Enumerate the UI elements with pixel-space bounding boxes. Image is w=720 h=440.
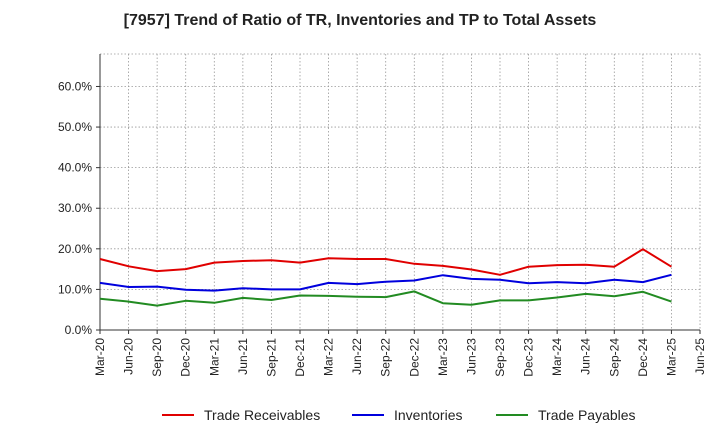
- x-tick-label: Jun-24: [579, 338, 593, 375]
- legend-label-trade-payables: Trade Payables: [538, 407, 636, 423]
- y-tick-label: 10.0%: [58, 282, 92, 296]
- x-tick-label: Dec-23: [522, 338, 536, 377]
- legend-label-inventories: Inventories: [394, 407, 462, 423]
- plot-area: [100, 54, 700, 330]
- series-line-trade-receivables: [99, 248, 672, 276]
- x-tick-label: Mar-23: [436, 338, 450, 376]
- x-tick-label: Dec-20: [179, 338, 193, 377]
- x-tick-label: Jun-20: [122, 338, 136, 375]
- x-tick-label: Dec-22: [407, 338, 421, 377]
- y-tick-label: 40.0%: [58, 161, 92, 175]
- y-tick-label: 60.0%: [58, 79, 92, 93]
- series-line-inventories: [99, 273, 672, 292]
- y-tick-label: 50.0%: [58, 120, 92, 134]
- x-tick-label: Dec-24: [636, 338, 650, 377]
- x-tick-label: Sep-24: [607, 338, 621, 377]
- axis-layer: 0.0% 10.0% 20.0% 30.0% 40.0% 50.0% 60.0% Mar-20…: [58, 54, 707, 377]
- x-tick-label: Dec-21: [293, 338, 307, 377]
- legend-label-trade-receivables: Trade Receivables: [204, 407, 320, 423]
- x-tick-label: Jun-22: [350, 338, 364, 375]
- x-tick-label: Jun-23: [464, 338, 478, 375]
- legend: Trade Receivables Inventories Trade Payabl…: [162, 407, 636, 423]
- grid-layer: [99, 53, 701, 330]
- y-tick-label: 0.0%: [65, 323, 93, 337]
- x-tick-label: Mar-21: [207, 338, 221, 376]
- x-tick-label: Sep-20: [150, 338, 164, 377]
- x-tick-label: Mar-20: [93, 338, 107, 376]
- x-tick-label: Jun-25: [693, 338, 707, 375]
- x-tick-label: Jun-21: [236, 338, 250, 375]
- x-tick-label: Mar-24: [550, 338, 564, 376]
- x-tick-label: Sep-23: [493, 338, 507, 377]
- x-tick-label: Sep-22: [379, 338, 393, 377]
- chart-title: [7957] Trend of Ratio of TR, Inventories…: [123, 12, 597, 29]
- x-tick-label: Mar-22: [322, 338, 336, 376]
- series-layer: [99, 248, 672, 307]
- x-tick-label: Mar-25: [664, 338, 678, 376]
- x-tick-label: Sep-21: [264, 338, 278, 377]
- y-tick-label: 20.0%: [58, 242, 92, 256]
- series-line-trade-payables: [99, 290, 672, 307]
- y-tick-label: 30.0%: [58, 201, 92, 215]
